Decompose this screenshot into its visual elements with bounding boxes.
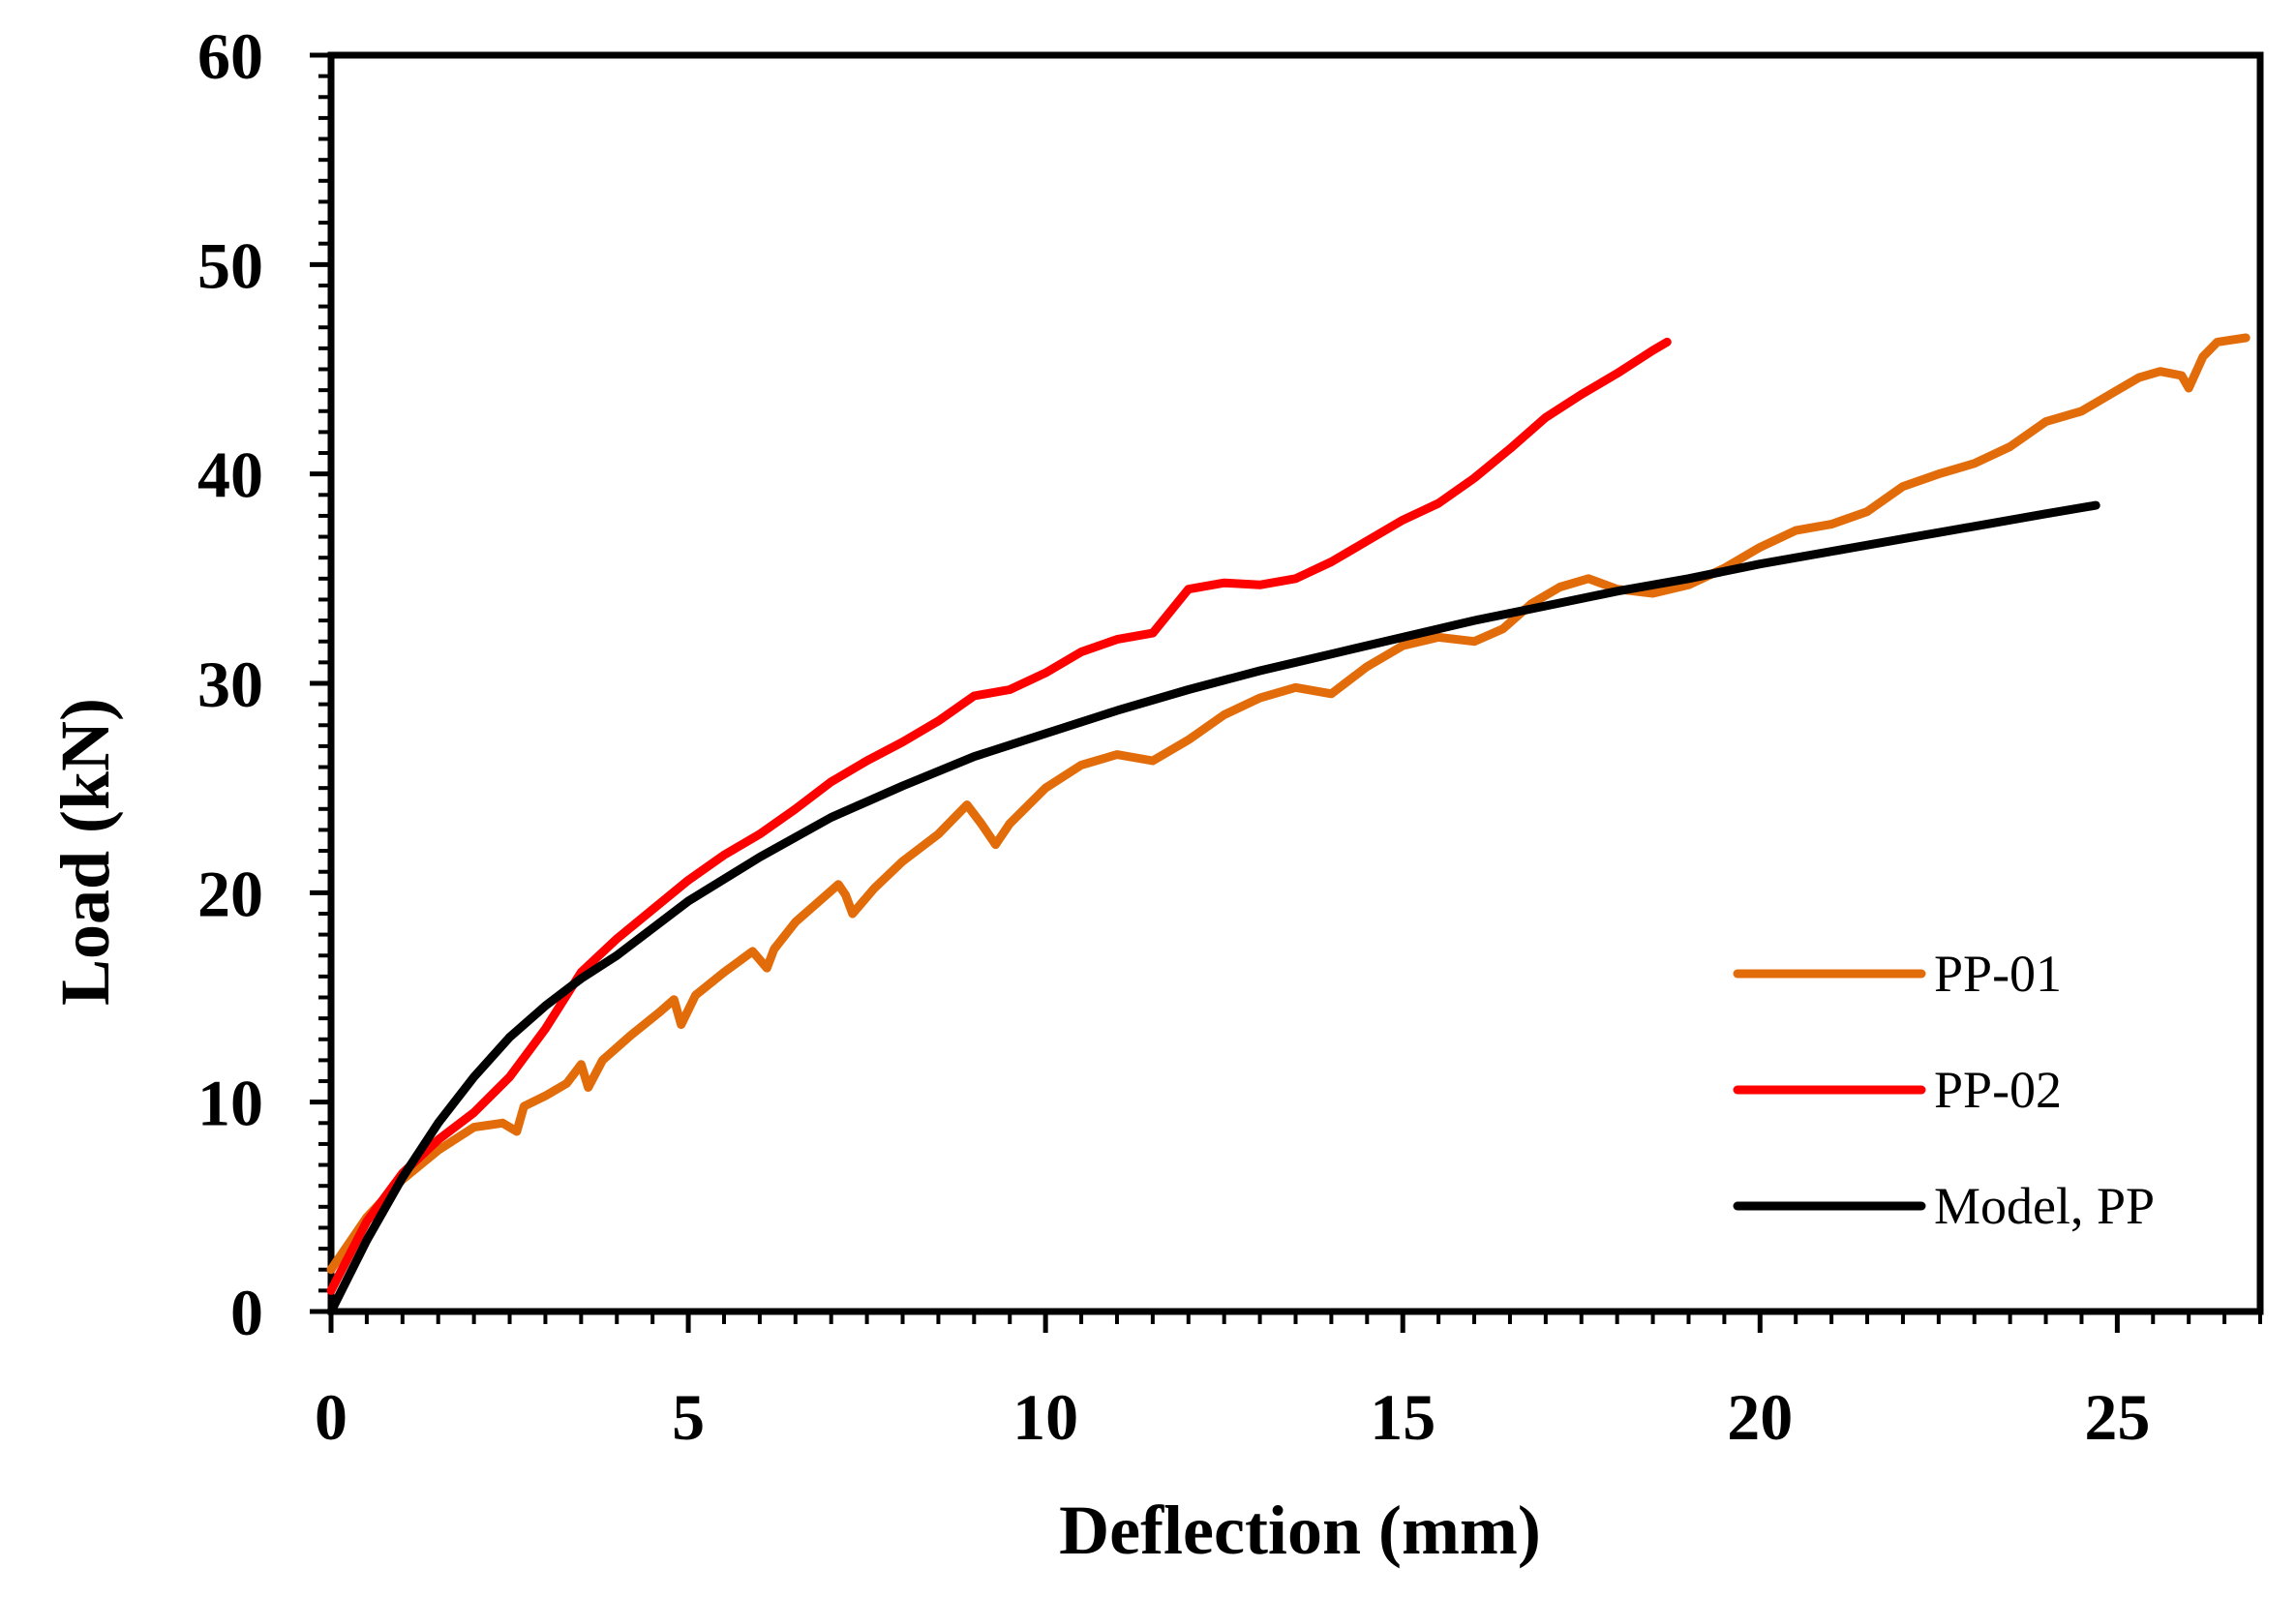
legend: PP-01 PP-02 Model, PP (1733, 945, 2155, 1235)
legend-label-pp-01: PP-01 (1934, 945, 2062, 1003)
y-tick-label: 30 (197, 648, 263, 721)
series-line-model-pp (326, 500, 2100, 1316)
y-tick-label: 20 (197, 857, 263, 930)
y-tick-label: 50 (197, 228, 263, 302)
y-tick-label: 40 (197, 438, 263, 512)
legend-label-pp-02: PP-02 (1934, 1061, 2062, 1119)
x-tick-label: 15 (1370, 1380, 1435, 1454)
y-tick-label: 60 (197, 19, 263, 93)
x-tick-label: 20 (1727, 1380, 1793, 1454)
y-tick-label: 0 (230, 1276, 263, 1349)
y-axis-title: Load (kN) (46, 698, 124, 1006)
x-axis-title: Deflection (mm) (1059, 1492, 1541, 1569)
x-axis-ticks: 0 5 10 15 20 25 (315, 1312, 2262, 1454)
legend-label-model-pp: Model, PP (1934, 1177, 2155, 1235)
x-tick-label: 10 (1012, 1380, 1078, 1454)
series-lines (326, 333, 2251, 1316)
x-tick-label: 5 (672, 1380, 705, 1454)
x-tick-label: 0 (315, 1380, 347, 1454)
x-tick-label: 25 (2084, 1380, 2150, 1454)
series-line-pp-01 (326, 333, 2251, 1275)
y-tick-label: 10 (197, 1067, 263, 1140)
series-line-pp-02 (326, 337, 1672, 1295)
y-axis-ticks: 0 10 20 30 40 50 60 (197, 19, 331, 1349)
